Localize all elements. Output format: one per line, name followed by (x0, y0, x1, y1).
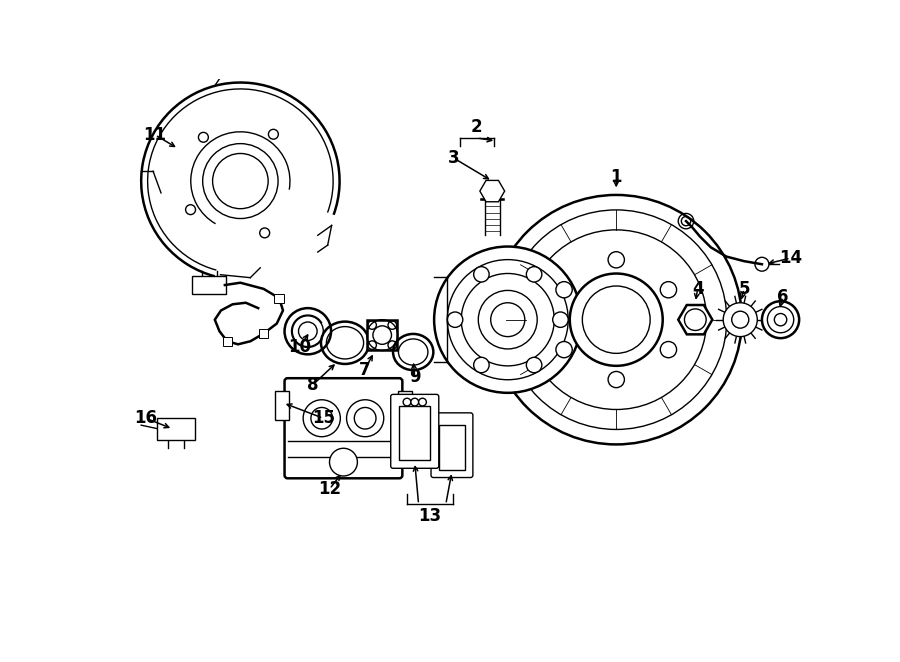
Circle shape (661, 281, 677, 298)
Circle shape (491, 303, 525, 336)
Circle shape (346, 400, 383, 437)
Text: 16: 16 (134, 409, 158, 427)
Circle shape (608, 371, 625, 388)
FancyBboxPatch shape (284, 378, 402, 479)
FancyBboxPatch shape (158, 418, 194, 440)
Circle shape (411, 399, 418, 406)
Text: 8: 8 (307, 376, 319, 394)
FancyBboxPatch shape (398, 391, 411, 420)
FancyBboxPatch shape (193, 276, 227, 295)
Circle shape (556, 342, 572, 357)
Text: 13: 13 (418, 507, 442, 525)
Text: 6: 6 (777, 287, 788, 306)
FancyBboxPatch shape (439, 425, 465, 470)
Circle shape (478, 291, 537, 349)
Circle shape (303, 400, 340, 437)
Text: 9: 9 (409, 369, 420, 387)
Circle shape (355, 407, 376, 429)
FancyBboxPatch shape (259, 329, 268, 338)
Circle shape (526, 267, 542, 282)
Text: 11: 11 (144, 126, 166, 144)
Circle shape (724, 303, 757, 336)
Circle shape (434, 246, 581, 393)
Circle shape (473, 267, 490, 282)
Circle shape (661, 342, 677, 357)
Circle shape (553, 312, 568, 328)
Text: 15: 15 (311, 409, 335, 427)
FancyBboxPatch shape (222, 336, 232, 346)
Circle shape (473, 357, 490, 373)
Circle shape (774, 314, 787, 326)
Text: 12: 12 (318, 480, 341, 498)
Text: 10: 10 (289, 338, 311, 355)
Circle shape (526, 230, 707, 410)
Text: 2: 2 (471, 118, 482, 136)
Circle shape (418, 399, 427, 406)
Circle shape (768, 307, 794, 333)
Circle shape (506, 210, 726, 430)
FancyBboxPatch shape (431, 413, 472, 477)
FancyBboxPatch shape (367, 320, 397, 350)
Circle shape (582, 286, 650, 354)
Circle shape (608, 252, 625, 268)
Text: 5: 5 (738, 280, 750, 298)
FancyBboxPatch shape (391, 395, 439, 468)
Text: 4: 4 (692, 280, 704, 298)
Text: 3: 3 (447, 149, 459, 167)
Text: 1: 1 (610, 168, 622, 186)
FancyBboxPatch shape (400, 406, 430, 460)
Circle shape (447, 260, 568, 380)
Circle shape (329, 448, 357, 476)
Circle shape (684, 309, 706, 330)
Circle shape (403, 399, 411, 406)
Circle shape (526, 357, 542, 373)
Circle shape (491, 195, 742, 444)
FancyBboxPatch shape (275, 391, 289, 420)
Circle shape (762, 301, 799, 338)
Circle shape (556, 281, 572, 298)
Circle shape (447, 312, 463, 328)
Circle shape (461, 273, 554, 366)
Circle shape (310, 407, 333, 429)
Text: 14: 14 (779, 249, 802, 267)
Circle shape (570, 273, 662, 366)
FancyBboxPatch shape (274, 293, 284, 303)
Text: 7: 7 (358, 361, 370, 379)
Circle shape (732, 311, 749, 328)
